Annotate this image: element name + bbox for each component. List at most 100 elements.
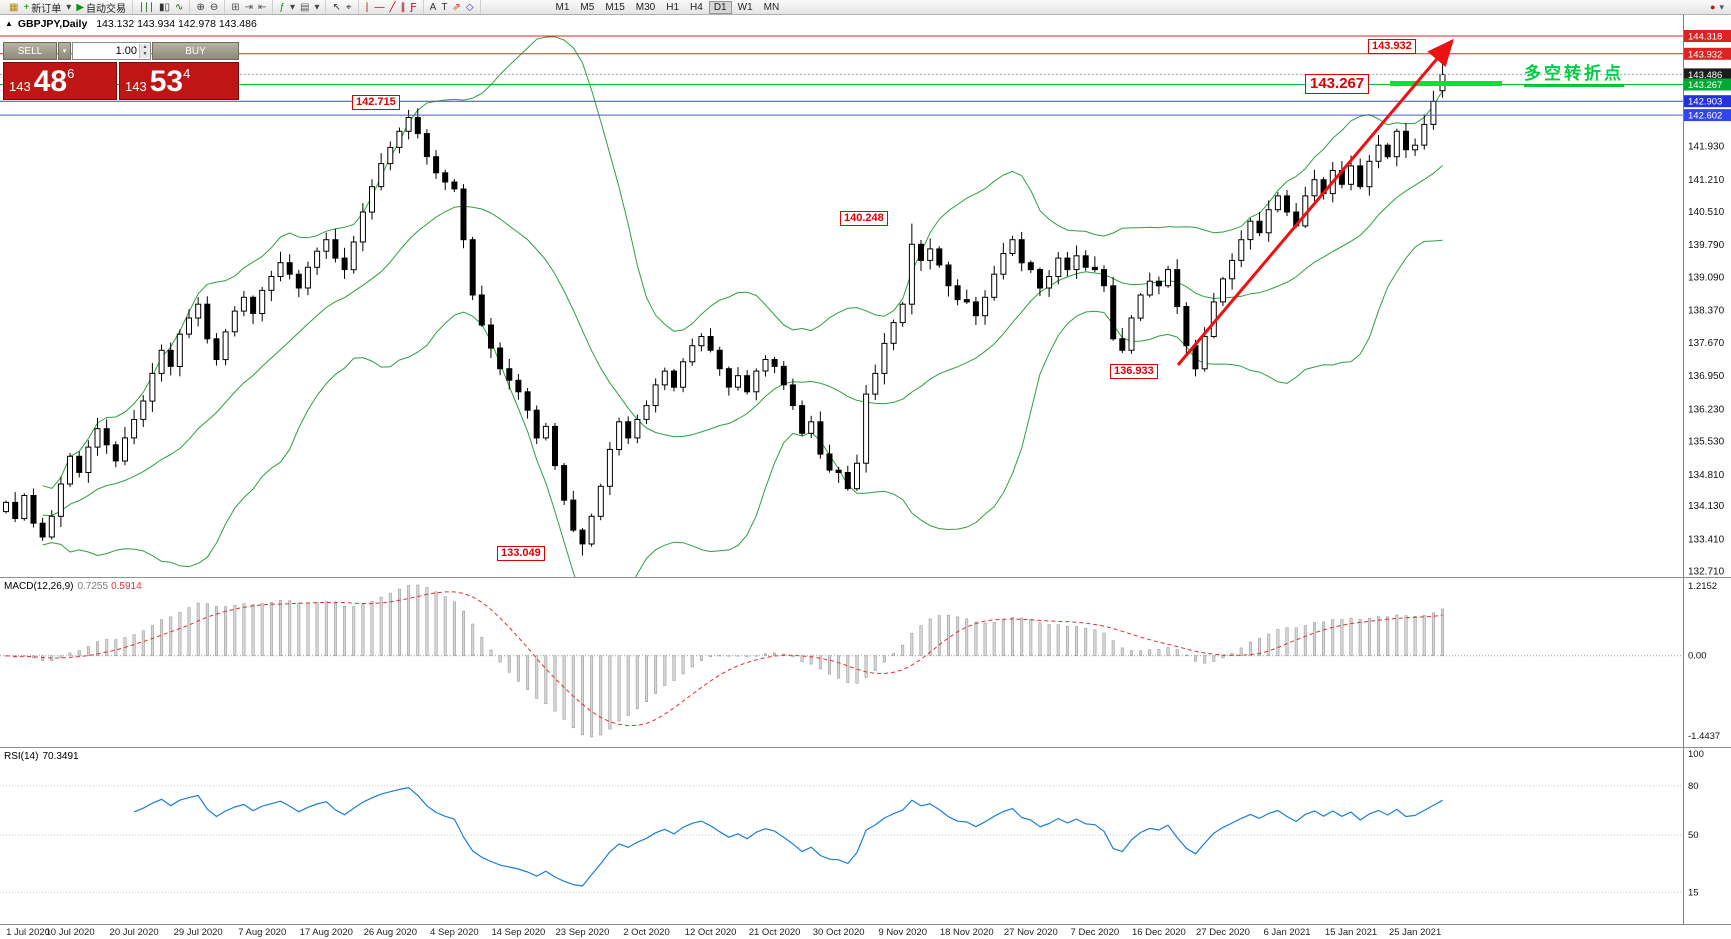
price-flag[interactable]: 142.715 xyxy=(352,95,400,110)
alert-icon[interactable]: ● xyxy=(1710,2,1716,12)
price-flag[interactable]: 133.049 xyxy=(497,546,545,561)
candle-body xyxy=(442,172,449,183)
macd-bar xyxy=(681,655,685,675)
price-tick-label: 139.090 xyxy=(1688,273,1725,284)
horizontal-line-icon[interactable]: ― xyxy=(373,1,387,14)
timeframe-m5[interactable]: M5 xyxy=(580,1,595,13)
macd-bar xyxy=(919,625,923,656)
macd-bar xyxy=(324,601,328,656)
price-flag[interactable]: 143.267 xyxy=(1305,74,1370,94)
fibonacci-icon[interactable]: Ƒ xyxy=(409,1,419,14)
label-icon[interactable]: T xyxy=(439,1,449,14)
timeframe-m15[interactable]: M15 xyxy=(605,1,625,13)
zoom-in-icon[interactable]: ⊕ xyxy=(194,1,206,14)
bar-chart-icon[interactable]: ∣∣∣ xyxy=(137,1,156,14)
trendline-icon[interactable]: ╱ xyxy=(388,1,398,14)
price-axis[interactable]: 141.930 141.210 140.510 139.790 139.090 138.3… xyxy=(1684,30,1731,577)
candle-body xyxy=(579,529,586,545)
new-order-dropdown[interactable]: ▾ xyxy=(64,1,73,14)
vertical-line-icon[interactable]: ∣ xyxy=(363,1,372,14)
macd-bar xyxy=(315,602,319,656)
timeframe-m1[interactable]: M1 xyxy=(555,1,570,13)
collapse-panel-arrow[interactable]: ▲ xyxy=(5,19,13,28)
candle-body xyxy=(1403,130,1409,151)
macd-bar xyxy=(370,600,374,656)
price-flag[interactable]: 143.932 xyxy=(1368,39,1416,54)
arrows-icon-glyph: ⇗ xyxy=(452,1,461,13)
date-label: 4 Sep 2020 xyxy=(430,927,479,938)
buy-button[interactable]: BUY xyxy=(152,42,239,60)
indicators-icon[interactable]: ƒ xyxy=(277,1,287,14)
macd-bar xyxy=(654,655,658,694)
spin-up-icon[interactable]: ▲ xyxy=(140,44,150,51)
ask-price-display[interactable]: 143 53 4 xyxy=(119,62,239,100)
bid-price-display[interactable]: 143 48 6 xyxy=(3,62,117,100)
line-chart-icon-glyph: ∿ xyxy=(175,1,184,13)
macd-bar xyxy=(699,655,703,661)
rsi-panel[interactable]: 100 80 50 15 xyxy=(0,747,1731,924)
crosshair-icon[interactable]: ⌖ xyxy=(344,1,354,14)
timeframe-mn[interactable]: MN xyxy=(763,1,780,13)
indicators-dropdown[interactable]: ▾ xyxy=(288,1,297,14)
macd-bar xyxy=(599,655,603,736)
ohlc-values: 143.132 143.934 142.978 143.486 xyxy=(96,18,257,30)
new-order-glyph: + xyxy=(23,1,30,13)
timeframe-w1[interactable]: W1 xyxy=(737,1,753,13)
candle-body xyxy=(369,186,375,213)
macd-bar xyxy=(645,655,648,702)
timeframe-h4[interactable]: H4 xyxy=(690,1,703,13)
charts-window-icon[interactable]: ▦ xyxy=(7,1,20,14)
macd-bar xyxy=(434,591,438,656)
date-label: 26 Aug 2020 xyxy=(363,927,417,938)
zoom-out-icon[interactable]: ⊖ xyxy=(208,1,220,14)
new-order-button[interactable]: + 新订单 xyxy=(21,1,63,15)
toolbar-overflow-icon[interactable]: ▾ xyxy=(1719,1,1724,12)
candle-body xyxy=(1165,269,1171,287)
turning-point-note[interactable]: 多空转折点 xyxy=(1524,59,1624,87)
tile-windows-icon[interactable]: ⊞ xyxy=(229,1,241,14)
candlestick-chart-icon[interactable]: ▮▯ xyxy=(157,1,172,14)
macd-bar xyxy=(196,602,200,656)
price-tag-bg xyxy=(1684,30,1731,42)
support-highlight-bar[interactable] xyxy=(1390,81,1502,86)
candle-body xyxy=(982,296,989,317)
price-flag[interactable]: 140.248 xyxy=(840,211,888,226)
macd-bar xyxy=(1029,619,1033,656)
order-type-dropdown[interactable]: ▾ xyxy=(58,42,71,60)
toolbar-group: ⊕ ⊖ xyxy=(190,0,226,14)
price-tag-bg xyxy=(1684,95,1731,108)
templates-dropdown[interactable]: ▾ xyxy=(312,1,321,14)
macd-panel[interactable]: 1.2152 0.00 -1.4437 xyxy=(0,577,1731,747)
auto-trading-button[interactable]: ▶ 自动交易 xyxy=(74,1,128,15)
candle-body xyxy=(1256,220,1263,234)
macd-bar xyxy=(791,655,795,658)
templates-icon[interactable]: ▤ xyxy=(298,1,311,14)
time-axis[interactable]: 1 Jul 2020 10 Jul 2020 20 Jul 2020 29 Jul 2… xyxy=(0,924,1731,939)
candle-body xyxy=(195,303,202,319)
timeframe-m30[interactable]: M30 xyxy=(635,1,656,13)
channel-icon[interactable]: ∥ xyxy=(399,1,408,14)
cursor-icon[interactable]: ↖ xyxy=(330,1,342,14)
spin-down-icon[interactable]: ▼ xyxy=(140,51,150,58)
auto-scroll-icon[interactable]: ⇥ xyxy=(243,1,255,14)
price-flag[interactable]: 136.933 xyxy=(1110,364,1158,379)
line-chart-icon[interactable]: ∿ xyxy=(173,1,185,14)
sell-button[interactable]: SELL xyxy=(3,42,57,60)
chart-shift-icon[interactable]: ⇤ xyxy=(256,1,268,14)
volume-spinner[interactable]: ▲ ▼ xyxy=(139,44,150,58)
text-icon[interactable]: A xyxy=(428,1,439,14)
macd-bar xyxy=(1203,655,1207,664)
timeframe-d1[interactable]: D1 xyxy=(708,0,732,14)
date-label: 6 Jan 2021 xyxy=(1263,927,1311,938)
main-chart[interactable]: 141.930 141.210 140.510 139.790 139.090 138.3… xyxy=(0,15,1731,577)
macd-bar xyxy=(1020,617,1024,656)
candle-body xyxy=(1274,195,1281,211)
candle-body xyxy=(414,117,421,135)
timeframe-h1[interactable]: H1 xyxy=(666,1,680,13)
shapes-icon[interactable]: ◇ xyxy=(464,1,476,14)
volume-input[interactable]: 1.00 xyxy=(115,45,137,57)
candle-body xyxy=(1073,255,1080,271)
macd-bar xyxy=(526,655,530,690)
arrows-icon[interactable]: ⇗ xyxy=(450,1,462,14)
candle-body xyxy=(1027,262,1034,271)
